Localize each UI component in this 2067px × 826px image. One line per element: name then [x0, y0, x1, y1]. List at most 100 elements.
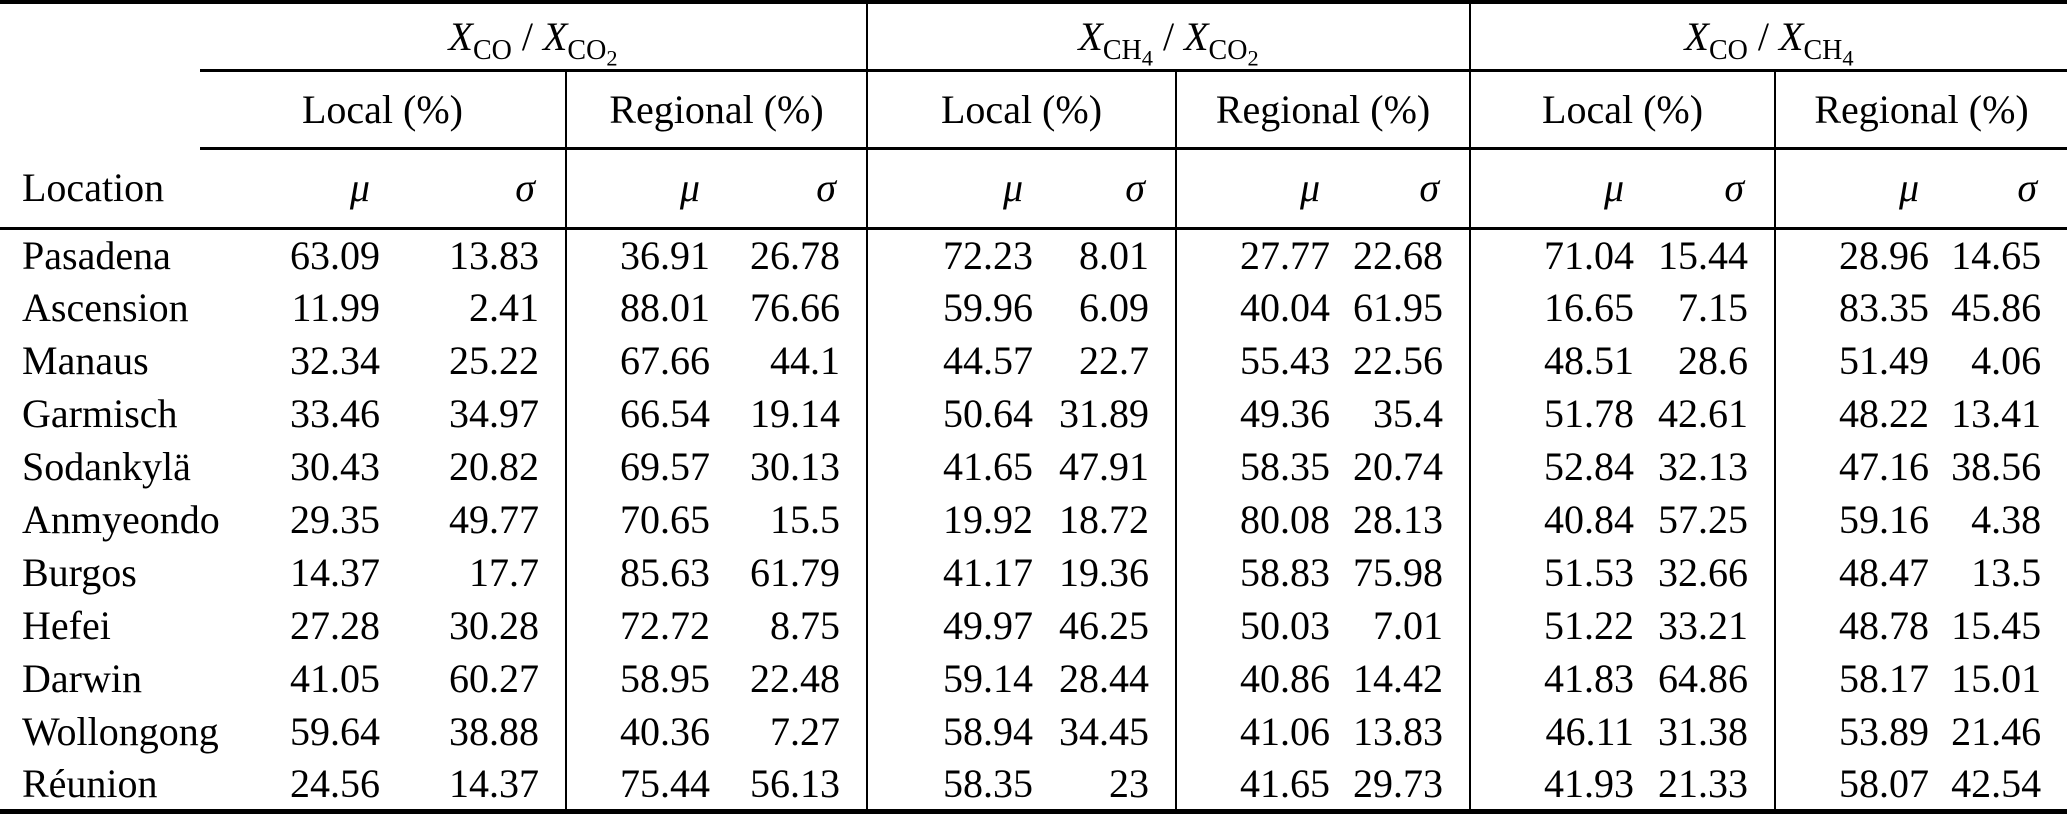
value-cell: 41.65 [1175, 758, 1337, 811]
value-cell: 58.94 [866, 705, 1040, 758]
value-cell: 49.36 [1175, 387, 1337, 440]
value-cell: 63.09 [290, 232, 380, 278]
value-cell: 4.38 [1971, 497, 2042, 542]
mu-header: μ [565, 148, 716, 230]
value-cell: 19.36 [1059, 550, 1150, 595]
value-cell: 41.83 [1469, 652, 1641, 705]
value-cell: 69.57 [565, 440, 716, 493]
sigma-header: σ [386, 148, 566, 230]
value-cell: 30.13 [750, 444, 841, 489]
value-cell: 32.34 [290, 338, 380, 383]
value-cell: 41.65 [866, 440, 1040, 493]
location-cell: Garmisch [22, 391, 178, 436]
sigma-header: σ [1336, 148, 1471, 230]
value-cell: 41.05 [290, 656, 380, 701]
blank-cell [0, 2, 200, 70]
value-cell: 28.13 [1353, 497, 1444, 542]
value-cell: 20.74 [1353, 444, 1444, 489]
value-cell: 27.28 [290, 603, 380, 648]
value-cell: 22.68 [1353, 232, 1444, 278]
value-cell: 25.22 [449, 338, 539, 383]
value-cell: 64.86 [1658, 656, 1749, 701]
blank-cell [0, 70, 200, 148]
value-cell: 61.79 [750, 550, 841, 595]
table-body: Pasadena 63.09 13.83 36.91 26.78 72.23 8.01 27.… [0, 228, 2067, 811]
value-cell: 58.83 [1175, 546, 1337, 599]
value-cell: 42.54 [1951, 760, 2042, 806]
value-cell: 13.41 [1951, 391, 2042, 436]
value-cell: 14.42 [1353, 656, 1444, 701]
value-cell: 71.04 [1469, 228, 1641, 281]
value-cell: 66.54 [565, 387, 716, 440]
value-cell: 53.89 [1774, 705, 1936, 758]
table-header: XCO / XCO2 XCH4/XCO2 XCO / XCH4 Local (%) Re… [0, 2, 2067, 230]
value-cell: 11.99 [291, 285, 380, 330]
value-cell: 28.96 [1774, 228, 1936, 281]
value-cell: 40.04 [1175, 281, 1337, 334]
sigma-header: σ [1935, 148, 2067, 230]
mu-header: μ [1774, 148, 1936, 230]
value-cell: 38.88 [449, 709, 539, 754]
local-regional-row: Local (%) Regional (%) Local (%) Regiona… [0, 70, 2067, 150]
value-cell: 57.25 [1658, 497, 1749, 542]
value-cell: 14.37 [290, 550, 380, 595]
value-cell: 34.97 [449, 391, 539, 436]
value-cell: 33.46 [290, 391, 380, 436]
value-cell: 49.77 [449, 497, 539, 542]
value-cell: 48.51 [1469, 334, 1641, 387]
value-cell: 22.56 [1353, 338, 1444, 383]
value-cell: 7.15 [1678, 285, 1749, 330]
value-cell: 13.5 [1971, 550, 2042, 595]
value-cell: 41.17 [866, 546, 1040, 599]
value-cell: 30.43 [290, 444, 380, 489]
table-row: Burgos 14.37 17.7 85.63 61.79 41.17 19.36 58.83… [0, 546, 2067, 599]
table-row: Sodankylä 30.43 20.82 69.57 30.13 41.65 47.91 5… [0, 440, 2067, 493]
value-cell: 51.49 [1774, 334, 1936, 387]
value-cell: 58.95 [565, 652, 716, 705]
value-cell: 48.22 [1774, 387, 1936, 440]
value-cell: 59.96 [866, 281, 1040, 334]
table-row: Darwin 41.05 60.27 58.95 22.48 59.14 28.44 40.8… [0, 652, 2067, 705]
value-cell: 47.16 [1774, 440, 1936, 493]
value-cell: 52.84 [1469, 440, 1641, 493]
value-cell: 19.92 [866, 493, 1040, 546]
value-cell: 40.36 [565, 705, 716, 758]
ratio-formula: XCH4/XCO2 [1078, 13, 1259, 71]
value-cell: 32.13 [1658, 444, 1749, 489]
regional-header: Regional (%) [1175, 70, 1471, 150]
value-cell: 40.86 [1175, 652, 1337, 705]
table-row: Anmyeondo 29.35 49.77 70.65 15.5 19.92 18.72 80… [0, 493, 2067, 546]
value-cell: 48.78 [1774, 599, 1936, 652]
local-header: Local (%) [1469, 70, 1776, 150]
location-header: Location [0, 148, 200, 230]
value-cell: 29.73 [1353, 760, 1444, 806]
value-cell: 51.22 [1469, 599, 1641, 652]
value-cell: 72.23 [866, 228, 1040, 281]
table-row: Réunion 24.56 14.37 75.44 56.13 58.35 23 41.65 2… [0, 758, 2067, 811]
value-cell: 50.64 [866, 387, 1040, 440]
location-cell: Pasadena [22, 232, 171, 278]
value-cell: 40.84 [1469, 493, 1641, 546]
sigma-header: σ [716, 148, 868, 230]
value-cell: 15.44 [1658, 232, 1749, 278]
value-cell: 75.44 [565, 758, 716, 811]
value-cell: 60.27 [449, 656, 539, 701]
ratio-formula: XCO / XCO2 [448, 13, 618, 71]
location-cell: Hefei [22, 603, 111, 648]
group-title-xch4-xco2: XCH4/XCO2 [866, 2, 1471, 72]
value-cell: 58.17 [1774, 652, 1936, 705]
value-cell: 15.5 [770, 497, 841, 542]
value-cell: 75.98 [1353, 550, 1444, 595]
value-cell: 14.65 [1951, 232, 2042, 278]
value-cell: 32.66 [1658, 550, 1749, 595]
regional-header: Regional (%) [1774, 70, 2067, 150]
value-cell: 36.91 [565, 228, 716, 281]
value-cell: 20.82 [449, 444, 539, 489]
value-cell: 56.13 [750, 760, 841, 806]
table-row: Wollongong 59.64 38.88 40.36 7.27 58.94 34.45 4… [0, 705, 2067, 758]
value-cell: 50.03 [1175, 599, 1337, 652]
value-cell: 22.48 [750, 656, 841, 701]
sigma-header: σ [1039, 148, 1177, 230]
value-cell: 44.57 [866, 334, 1040, 387]
value-cell: 6.09 [1079, 285, 1150, 330]
